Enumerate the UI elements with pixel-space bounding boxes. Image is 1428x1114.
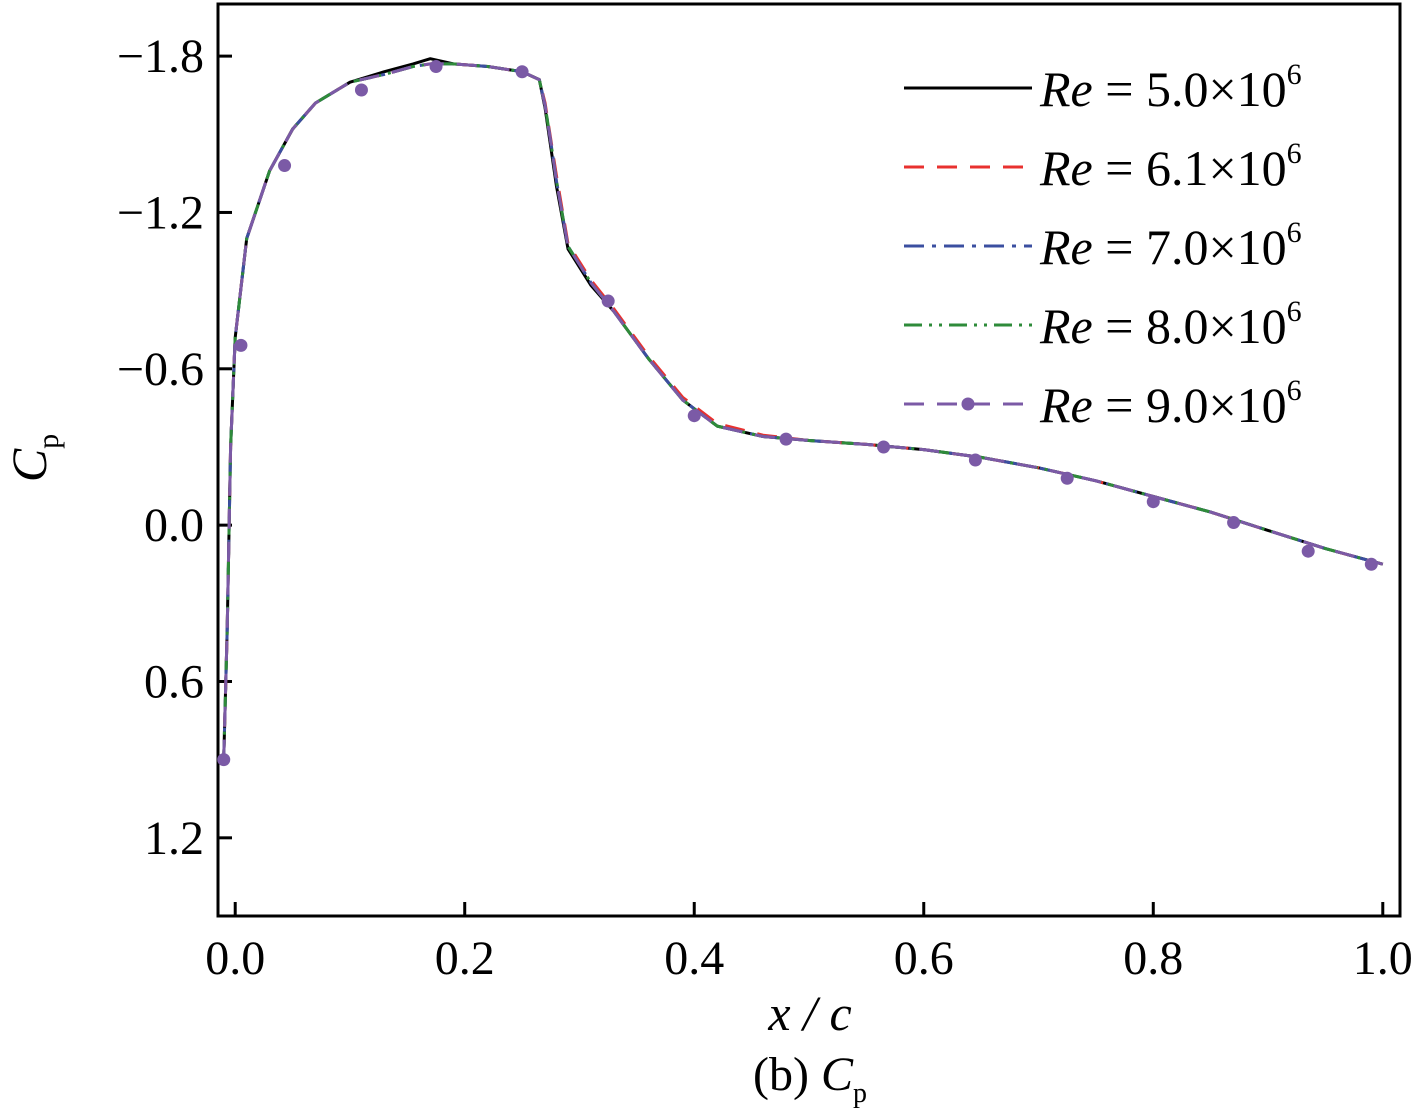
legend-var-0: Re [1039, 61, 1093, 117]
y-axis: −1.8 −1.2 −0.6 0.0 0.6 1.2 [117, 30, 232, 865]
legend-eq-0: = [1093, 61, 1146, 117]
x-tick-label-4: 0.8 [1123, 932, 1183, 985]
x-tick-label-0: 0.0 [205, 932, 265, 985]
x-tick-label-5: 1.0 [1353, 932, 1413, 985]
series-4-marker-13 [1227, 516, 1241, 530]
legend-eq-3: = [1093, 298, 1146, 354]
y-axis-label: Cp [1, 434, 65, 482]
legend-eq-1: = [1093, 140, 1146, 196]
series-4-marker-1 [234, 338, 248, 352]
series-4-marker-14 [1301, 544, 1315, 558]
legend-label-4: Re = 9.0×106 [1039, 374, 1302, 433]
legend-label-1: Re = 6.1×106 [1039, 137, 1302, 196]
series-4-marker-4 [429, 60, 443, 74]
caption-sub: p [853, 1078, 867, 1109]
x-tick-label-1: 0.2 [435, 932, 495, 985]
series-4-marker-10 [968, 453, 982, 467]
series-4-marker-7 [687, 409, 701, 423]
series-4-marker-11 [1060, 471, 1074, 485]
x-tick-label-2: 0.4 [664, 932, 724, 985]
series-4-marker-0 [217, 753, 231, 767]
legend-marker-4 [961, 397, 975, 411]
legend-num-4: 9.0×10 [1146, 377, 1287, 433]
legend-var-2: Re [1039, 219, 1093, 275]
legend-num-3: 8.0×10 [1146, 298, 1287, 354]
legend-var-3: Re [1039, 298, 1093, 354]
series-line-4 [222, 62, 1384, 760]
y-tick-label-3: 0.0 [144, 499, 204, 552]
legend-exp-1: 6 [1287, 137, 1302, 170]
y-tick-label-1: −1.2 [117, 186, 204, 239]
y-tick-label-5: 1.2 [144, 812, 204, 865]
y-tick-label-4: 0.6 [144, 655, 204, 708]
legend-num-2: 7.0×10 [1146, 219, 1287, 275]
legend-num-1: 6.1×10 [1146, 140, 1287, 196]
series-layer [217, 57, 1384, 767]
y-axis-label-var: C [1, 448, 57, 482]
series-4-marker-5 [515, 65, 529, 79]
x-tick-label-3: 0.6 [894, 932, 954, 985]
legend-var-1: Re [1039, 140, 1093, 196]
x-axis-label: x / c [767, 985, 851, 1041]
y-tick-label-0: −1.8 [117, 30, 204, 83]
legend-exp-3: 6 [1287, 295, 1302, 328]
legend-var-4: Re [1039, 377, 1093, 433]
legend-exp-4: 6 [1287, 374, 1302, 407]
series-4-marker-8 [779, 432, 793, 446]
series-4-marker-2 [278, 159, 292, 173]
caption-prefix: (b) [753, 1048, 821, 1101]
legend-label-0: Re = 5.0×106 [1039, 58, 1302, 117]
series-4-marker-15 [1364, 557, 1378, 571]
series-4-marker-6 [601, 294, 615, 308]
legend-eq-2: = [1093, 219, 1146, 275]
caption-var: C [821, 1048, 854, 1101]
x-axis: 0.0 0.2 0.4 0.6 0.8 1.0 [205, 902, 1413, 985]
series-4-marker-9 [877, 440, 891, 454]
legend-label-3: Re = 8.0×106 [1039, 295, 1302, 354]
y-axis-label-sub: p [32, 434, 65, 449]
legend-exp-2: 6 [1287, 216, 1302, 249]
series-4-marker-12 [1146, 495, 1160, 509]
legend-num-0: 5.0×10 [1146, 61, 1287, 117]
legend-label-2: Re = 7.0×106 [1039, 216, 1302, 275]
legend-eq-4: = [1093, 377, 1146, 433]
figure-caption: (b) Cp [753, 1048, 867, 1109]
plot-frame [216, 2, 1402, 918]
series-4-marker-3 [354, 83, 368, 97]
y-tick-label-2: −0.6 [117, 343, 204, 396]
legend-exp-0: 6 [1287, 58, 1302, 91]
